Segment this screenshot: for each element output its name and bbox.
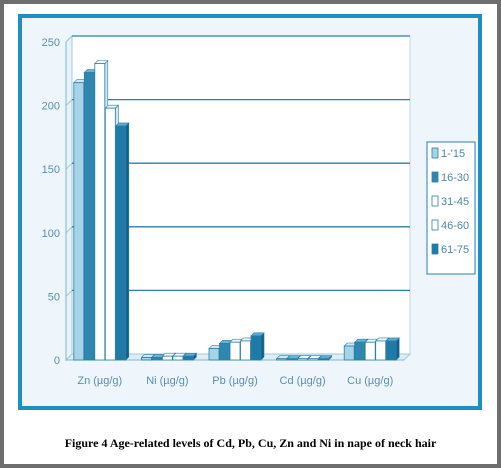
- bar: [286, 358, 298, 361]
- legend-label: 61-75: [441, 244, 469, 256]
- figure-caption: Figure 4 Age-related levels of Cd, Pb, C…: [64, 436, 437, 450]
- bar: [83, 72, 95, 361]
- legend-swatch: [431, 147, 439, 159]
- y-tick-label: 0: [54, 355, 60, 367]
- bar: [219, 343, 230, 361]
- bar: [229, 341, 241, 361]
- legend-swatch: [431, 243, 439, 255]
- bar: [297, 358, 309, 361]
- bar: [151, 357, 163, 361]
- legend-swatch: [431, 195, 439, 207]
- legend-label: 46-60: [441, 220, 469, 232]
- bar-chart: 0 50 100 150 200 250 Zn (µg/g) Ni (µg/g) Pb (µg/…: [42, 34, 476, 387]
- x-tick-label: Cu (µg/g): [347, 375, 393, 387]
- legend-label: 1-'15: [441, 148, 465, 160]
- bar: [182, 355, 194, 361]
- plot-side-wall: [65, 34, 73, 362]
- bar: [172, 355, 184, 361]
- bar: [161, 355, 173, 361]
- bar: [318, 358, 330, 361]
- gridline-depth: [65, 226, 73, 234]
- legend-label: 16-30: [441, 172, 469, 184]
- y-tick-label: 250: [42, 37, 60, 49]
- bar: [208, 348, 220, 361]
- bar: [354, 341, 366, 361]
- gridline-depth: [65, 35, 73, 43]
- bar: [104, 107, 116, 361]
- bar: [375, 340, 387, 361]
- bar-side: [125, 122, 130, 361]
- x-tick-label: Cd (µg/g): [280, 375, 326, 387]
- x-tick-label: Zn (µg/g): [77, 375, 122, 387]
- bar: [276, 358, 288, 361]
- gridline-depth: [65, 290, 73, 297]
- y-tick-label: 100: [42, 228, 60, 240]
- bar: [385, 340, 397, 361]
- y-tick-label: 50: [48, 291, 60, 303]
- gridline-depth: [65, 162, 73, 170]
- y-tick-label: 150: [42, 164, 60, 176]
- bar-side: [395, 337, 400, 361]
- bar-side: [260, 332, 265, 361]
- legend-swatch: [431, 219, 439, 231]
- bar: [140, 357, 152, 361]
- page: 0 50 100 150 200 250 Zn (µg/g) Ni (µg/g) Pb (µg/…: [4, 4, 497, 464]
- bar: [94, 63, 106, 361]
- legend-swatch: [431, 171, 439, 183]
- bar: [240, 340, 251, 361]
- x-tick-label: Pb (µg/g): [212, 375, 257, 387]
- bar: [250, 335, 262, 361]
- bar: [343, 345, 355, 361]
- bar: [307, 358, 319, 361]
- bar: [73, 82, 85, 361]
- bar: [364, 341, 376, 361]
- bar: [115, 125, 127, 361]
- y-tick-label: 200: [42, 101, 60, 113]
- x-tick-label: Ni (µg/g): [146, 375, 188, 387]
- gridline-depth: [65, 99, 73, 106]
- legend-label: 31-45: [441, 196, 469, 208]
